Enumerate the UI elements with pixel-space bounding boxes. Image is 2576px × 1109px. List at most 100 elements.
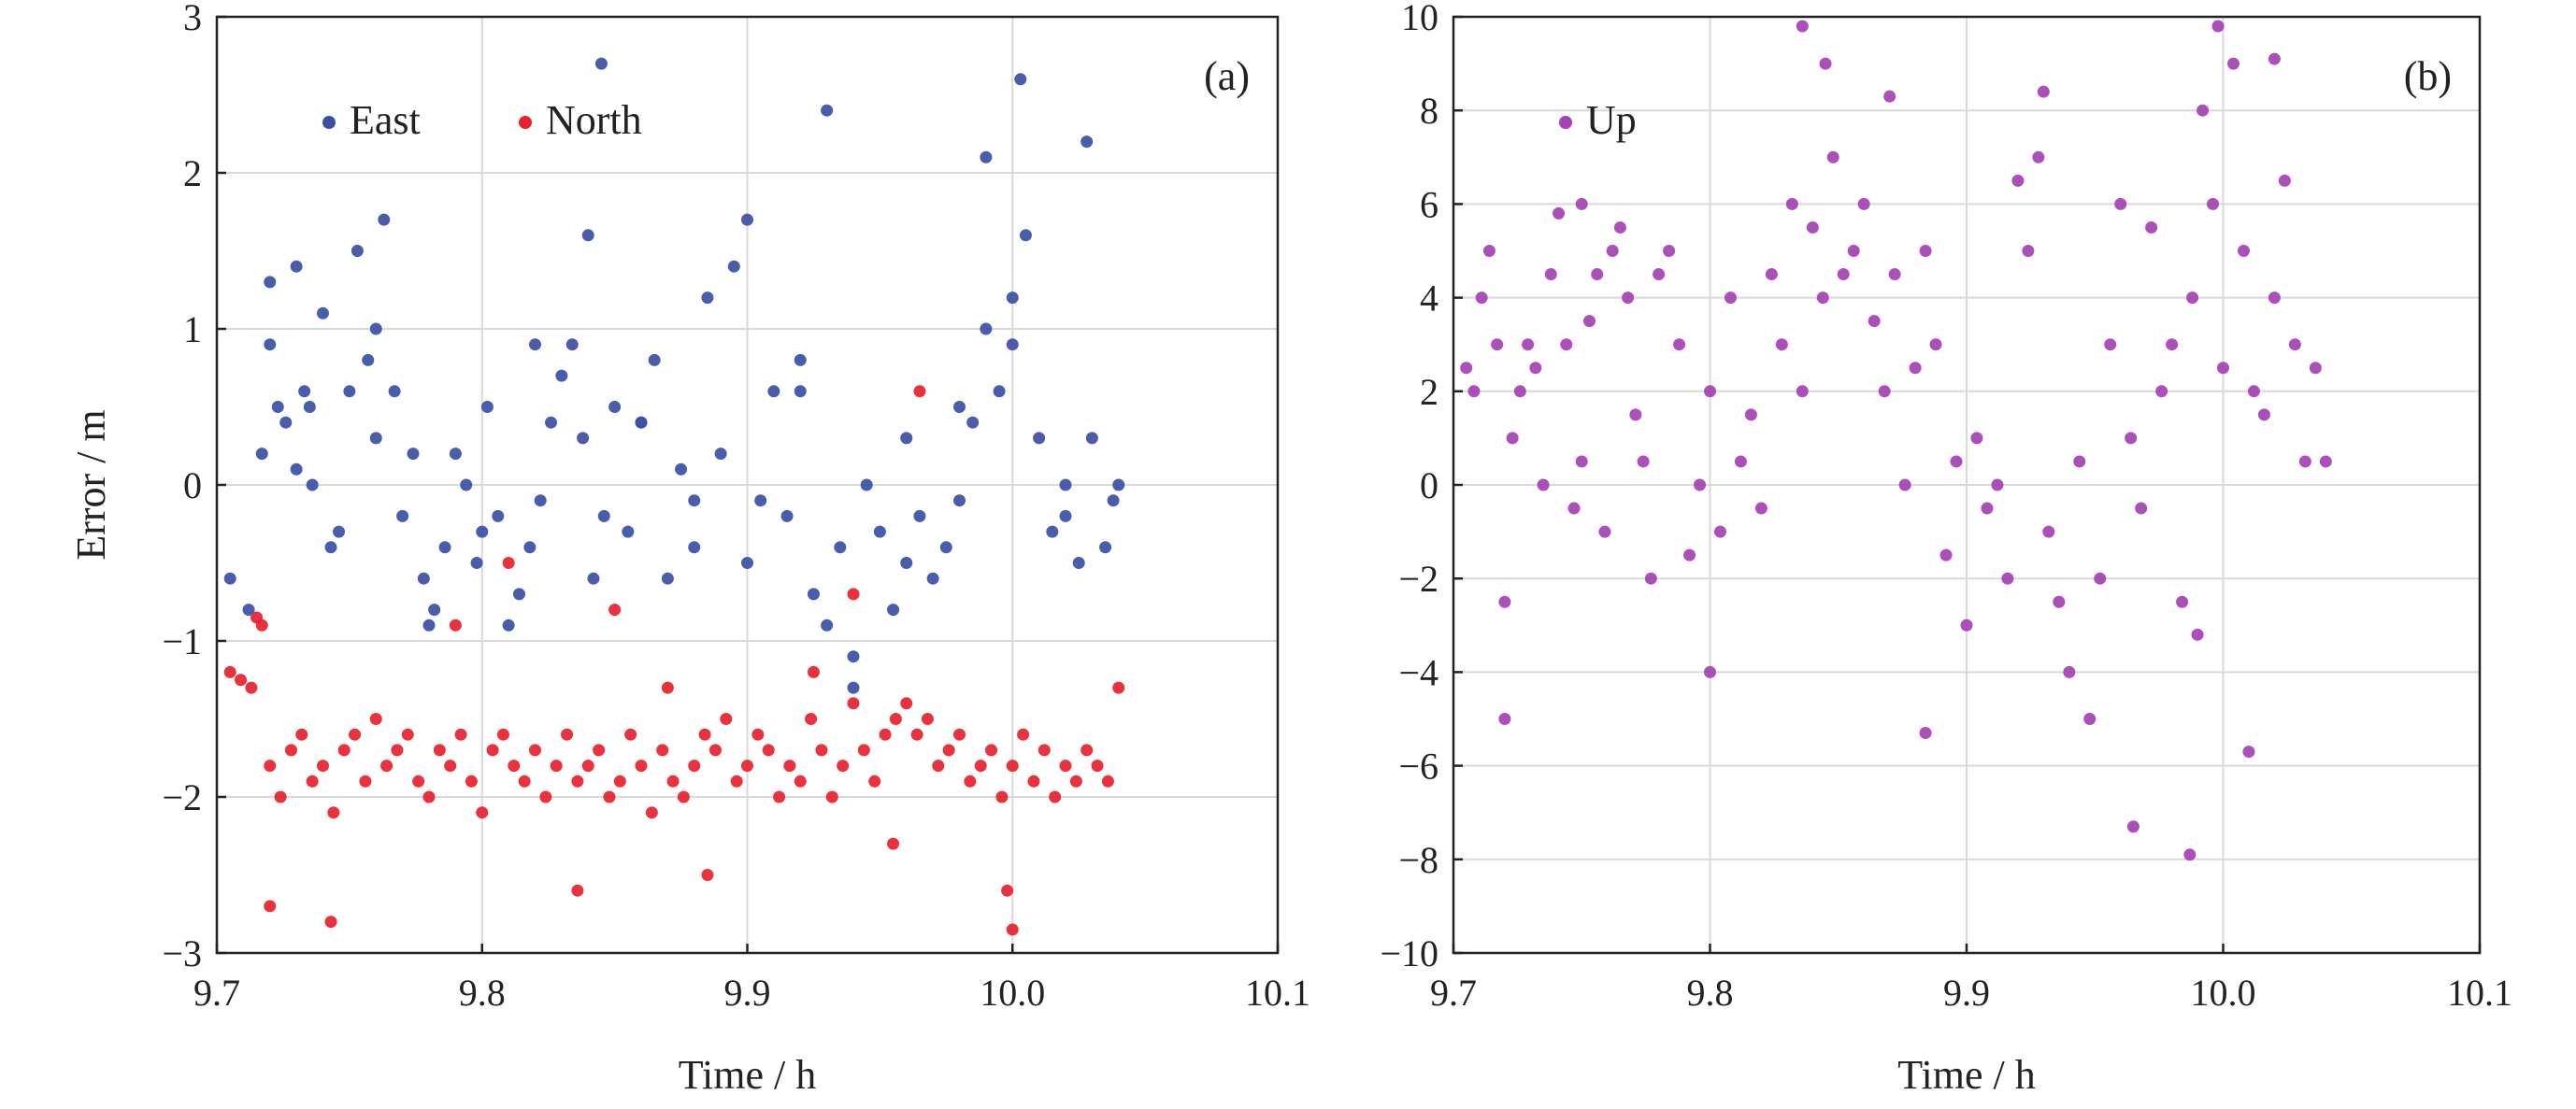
data-point-east bbox=[422, 618, 436, 632]
data-point-east bbox=[1099, 541, 1112, 554]
data-point-up bbox=[2207, 197, 2220, 210]
ytick-labels-b: −10 −8 −6 −4 −2 0 2 4 6 8 10 bbox=[1380, 0, 1438, 974]
data-point-north bbox=[245, 681, 258, 694]
data-point-north bbox=[250, 611, 264, 624]
data-point-east bbox=[351, 245, 364, 257]
data-point-up bbox=[1909, 362, 1922, 375]
data-point-east bbox=[565, 338, 579, 351]
ytick-labels-a: −3 −2 −1 0 1 2 3 bbox=[162, 0, 202, 974]
data-point-north bbox=[465, 775, 478, 788]
data-point-north bbox=[264, 760, 277, 773]
chart-panel-a: 9.7 9.8 9.9 10.0 10.1 −3 −2 −1 0 1 2 3 Time / h Er… bbox=[68, 0, 1310, 1098]
data-point-up bbox=[2298, 455, 2311, 468]
data-point-east bbox=[661, 572, 674, 585]
data-point-east bbox=[460, 478, 473, 491]
data-point-east bbox=[980, 322, 993, 335]
data-point-up bbox=[1960, 618, 1973, 632]
data-point-north bbox=[656, 744, 669, 757]
data-point-east bbox=[780, 509, 794, 522]
data-point-up bbox=[1754, 502, 1767, 515]
data-point-north bbox=[762, 744, 775, 757]
data-point-north bbox=[508, 760, 521, 773]
data-point-up bbox=[2217, 362, 2229, 375]
x-tick-label: 9.8 bbox=[1687, 972, 1734, 1014]
data-point-east bbox=[900, 557, 913, 569]
data-point-up bbox=[1582, 315, 1596, 328]
x-tick-label: 10.1 bbox=[2447, 972, 2512, 1014]
data-point-east bbox=[290, 260, 303, 273]
data-point-north bbox=[1049, 790, 1062, 803]
y-tick-label: 2 bbox=[1420, 371, 1438, 413]
data-point-up bbox=[1613, 220, 1626, 234]
y-tick-label: 3 bbox=[183, 0, 202, 38]
data-point-up bbox=[1506, 432, 1519, 445]
data-point-east bbox=[594, 57, 608, 70]
data-point-east bbox=[741, 557, 753, 569]
data-point-up bbox=[1606, 245, 1619, 257]
data-point-north bbox=[380, 760, 394, 773]
data-point-up bbox=[1724, 291, 1737, 305]
data-point-east bbox=[502, 618, 515, 632]
data-point-east bbox=[523, 541, 537, 554]
data-point-north bbox=[306, 775, 319, 788]
data-point-east bbox=[1059, 478, 1072, 491]
data-point-east bbox=[953, 494, 966, 507]
data-point-east bbox=[1072, 557, 1085, 569]
data-point-up bbox=[1522, 338, 1535, 351]
xtick-labels-b: 9.7 9.8 9.9 10.0 10.1 bbox=[1430, 972, 2512, 1014]
data-point-north bbox=[825, 790, 838, 803]
x-tick-label: 10.0 bbox=[980, 972, 1045, 1014]
data-point-east bbox=[290, 462, 303, 476]
data-point-east bbox=[741, 213, 753, 226]
data-point-up bbox=[1498, 595, 1511, 608]
data-point-up bbox=[1929, 338, 1942, 351]
data-point-up bbox=[1939, 548, 1953, 562]
data-point-north bbox=[518, 775, 531, 788]
data-point-north bbox=[274, 790, 287, 803]
data-point-east bbox=[1014, 73, 1027, 86]
data-point-east bbox=[492, 509, 505, 522]
data-point-up bbox=[1816, 291, 1829, 305]
data-point-up bbox=[1796, 20, 1809, 33]
data-point-east bbox=[847, 681, 860, 694]
data-point-up bbox=[1765, 268, 1778, 281]
x-tick-label: 9.9 bbox=[1943, 972, 1990, 1014]
data-point-north bbox=[550, 760, 563, 773]
data-point-north bbox=[708, 744, 722, 757]
data-point-up bbox=[1673, 338, 1686, 351]
data-point-east bbox=[417, 572, 430, 585]
data-point-north bbox=[476, 806, 489, 819]
data-point-east bbox=[1080, 135, 1094, 149]
x-axis-label-a: Time / h bbox=[679, 1052, 817, 1098]
data-point-east bbox=[388, 385, 401, 398]
y-tick-label: −8 bbox=[1398, 839, 1438, 881]
data-point-north bbox=[879, 728, 892, 741]
data-point-east bbox=[480, 401, 494, 413]
data-point-north bbox=[698, 728, 711, 741]
data-point-east bbox=[587, 572, 600, 585]
data-point-north bbox=[773, 790, 786, 803]
data-point-north bbox=[223, 665, 236, 678]
y-tick-label: −6 bbox=[1398, 746, 1438, 788]
data-point-up bbox=[1950, 455, 1963, 468]
data-point-up bbox=[1491, 338, 1504, 351]
y-axis-label-a: Error / m bbox=[68, 409, 114, 560]
data-point-north bbox=[677, 790, 690, 803]
data-point-up bbox=[1898, 478, 1911, 491]
data-point-up bbox=[2001, 572, 2014, 585]
data-point-north bbox=[913, 385, 926, 398]
data-point-north bbox=[1069, 775, 1082, 788]
data-point-north bbox=[433, 744, 446, 757]
data-point-north bbox=[529, 744, 541, 757]
data-point-east bbox=[993, 385, 1006, 398]
data-point-north bbox=[539, 790, 552, 803]
data-point-up bbox=[1637, 455, 1650, 468]
data-point-east bbox=[794, 353, 807, 366]
legend-a: East North bbox=[322, 97, 642, 143]
data-point-north bbox=[412, 775, 425, 788]
y-tick-label: 0 bbox=[1420, 464, 1438, 506]
data-point-up bbox=[1694, 478, 1707, 491]
data-point-up bbox=[2094, 572, 2107, 585]
x-tick-label: 9.9 bbox=[724, 972, 771, 1014]
data-point-up bbox=[2278, 174, 2291, 187]
